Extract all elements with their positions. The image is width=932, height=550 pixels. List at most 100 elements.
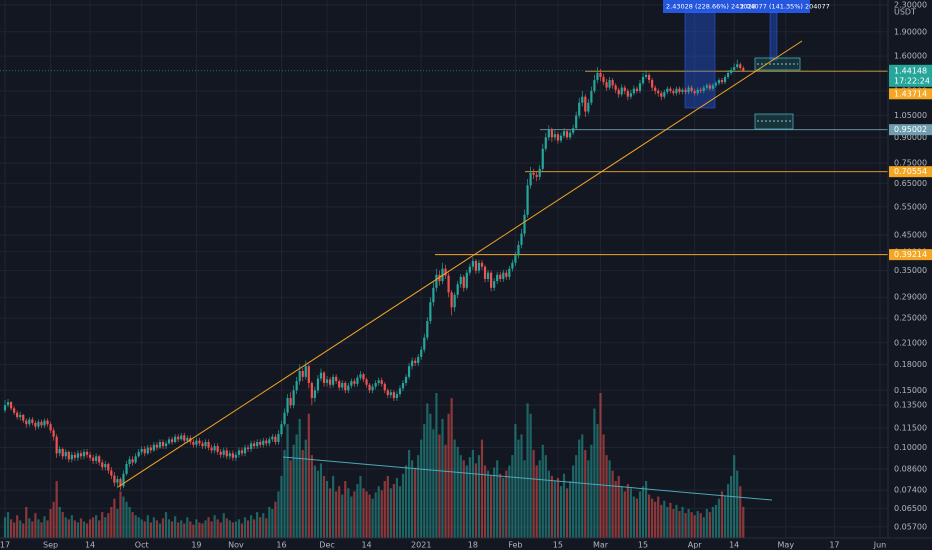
volume-bar: [438, 434, 441, 538]
volume-bar: [61, 512, 64, 538]
candle-body: [520, 233, 523, 245]
volume-bar: [192, 524, 195, 538]
volume-bar: [508, 465, 511, 538]
volume-bar: [55, 481, 58, 538]
candle-body: [535, 174, 538, 177]
candle-body: [92, 457, 95, 461]
candle-body: [523, 214, 526, 234]
y-tick-label: 0.29000: [894, 293, 927, 302]
volume-bar: [9, 519, 13, 538]
volume-bar: [723, 496, 727, 538]
candle-body: [325, 379, 329, 383]
candle-body: [268, 439, 271, 444]
volume-bar: [517, 439, 520, 538]
volume-bar: [678, 511, 681, 538]
candle-body: [541, 148, 544, 169]
candle-body: [702, 87, 705, 91]
volume-bar: [711, 506, 714, 538]
volume-bar: [3, 517, 7, 538]
candle-body: [119, 479, 122, 487]
y-tick-label: 0.11500: [894, 423, 927, 432]
candle-body: [149, 447, 152, 451]
candle-body: [274, 436, 277, 443]
volume-bar: [626, 484, 629, 538]
candle-body: [468, 266, 471, 273]
volume-bar: [249, 515, 253, 538]
candle-body: [629, 93, 632, 97]
volume-bar: [401, 473, 405, 538]
price-tag: [889, 64, 932, 87]
volume-bar: [641, 486, 645, 538]
volume-bar: [265, 518, 268, 538]
volume-bar: [313, 465, 316, 538]
volume-bar: [647, 494, 651, 538]
candle-body: [678, 88, 681, 93]
volume-bar: [690, 512, 693, 538]
candle-body: [538, 168, 541, 177]
candle-body: [219, 451, 222, 455]
volume-bar: [395, 477, 399, 538]
levels-layer: [0, 70, 888, 256]
candle-body: [462, 276, 465, 288]
volume-bar: [195, 519, 198, 538]
x-tick-label: 14: [85, 541, 95, 550]
volume-bar: [453, 439, 456, 538]
volume-bar: [726, 484, 730, 538]
volume-bar: [82, 521, 86, 538]
candle-body: [508, 268, 511, 277]
x-tick-label: Dec: [319, 541, 334, 550]
volume-bar: [502, 477, 505, 538]
volume-bar: [335, 491, 338, 538]
candle-body: [146, 447, 149, 454]
candle-body: [371, 386, 374, 391]
volume-bar: [562, 473, 566, 538]
candle-body: [319, 372, 323, 379]
candle-body: [471, 260, 474, 267]
volume-bar: [186, 517, 189, 538]
candle-body: [335, 376, 338, 382]
candle-body: [651, 80, 654, 88]
volume-bar: [742, 506, 745, 538]
candle-body: [271, 436, 274, 440]
volume-bar: [371, 498, 374, 538]
candle-body: [6, 402, 10, 406]
candle-body: [298, 370, 301, 382]
candle-body: [407, 366, 411, 377]
volume-bar: [13, 522, 16, 538]
volume-bar: [459, 455, 462, 538]
volume-bar: [392, 484, 395, 538]
measure-label: 2.04077 (141.35%) 204077: [740, 3, 830, 11]
volume-bar: [58, 506, 61, 538]
volume-bar: [228, 520, 231, 538]
volume-bar: [353, 491, 356, 538]
candle-body: [19, 414, 22, 418]
candle-body: [228, 453, 231, 457]
candle-body: [234, 454, 238, 458]
x-tick-label: 17: [829, 541, 839, 550]
candle-body: [180, 435, 183, 440]
y-tick-label: 1.05000: [894, 111, 927, 120]
volume-bar: [672, 509, 675, 538]
volume-bar: [651, 498, 654, 538]
volume-bar: [119, 491, 122, 538]
candle-body: [672, 90, 675, 94]
volume-bar: [444, 444, 447, 538]
candle-body: [192, 442, 195, 445]
volume-bar: [167, 519, 171, 538]
volume-bar: [98, 520, 101, 538]
x-tick-label: 14: [729, 541, 739, 550]
x-tick-label: May: [778, 541, 795, 550]
volume-bar: [325, 481, 329, 538]
volume-bar: [389, 488, 392, 538]
volume-bar: [73, 520, 76, 538]
candle-body: [599, 72, 602, 77]
volume-bar: [101, 512, 104, 538]
volume-bar: [544, 455, 547, 538]
volume-bar: [347, 488, 350, 538]
volume-bar: [620, 486, 623, 538]
volume-bar: [338, 486, 341, 538]
candle-body: [505, 272, 508, 277]
volume-bar: [67, 519, 70, 538]
candle-body: [502, 272, 505, 279]
volume-bar: [332, 475, 335, 538]
